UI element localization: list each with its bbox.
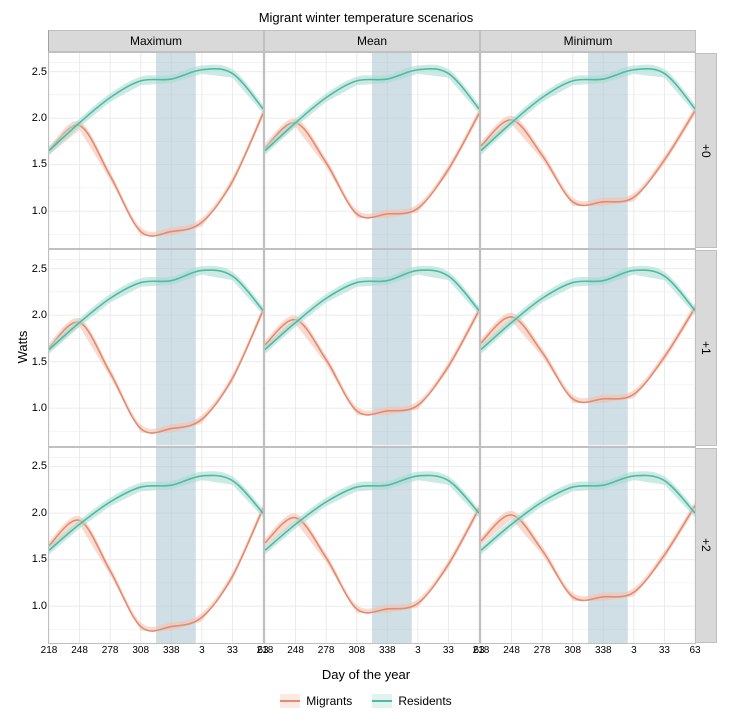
y-tick-labels: 1.0 1.5 2.0 2.5 [21,448,47,643]
panel-svg [49,53,263,248]
x-tick-label: 308 [564,645,581,656]
panel: 1.01.52.02.5 [48,249,264,446]
row-strip: +2 [695,448,717,643]
panel: +1 [480,249,696,446]
x-tick-label: 218 [41,645,58,656]
x-tick-label: 338 [163,645,180,656]
column-strip: Maximum [48,30,264,52]
x-tick-labels: 21824827830833833363 [481,645,695,661]
x-tick-label: 278 [318,645,335,656]
x-tick-label: 248 [287,645,304,656]
y-tick-label: 2.0 [32,112,47,124]
y-tick-label: 2.5 [32,460,47,472]
x-tick-label: 33 [443,645,454,656]
legend-item: Residents [372,694,451,708]
y-tick-label: 1.0 [32,402,47,414]
x-tick-label: 218 [473,645,490,656]
panel-svg [265,53,479,248]
panel: +0 [480,52,696,249]
y-tick-label: 1.5 [32,356,47,368]
x-tick-label: 248 [71,645,88,656]
y-tick-labels: 1.0 1.5 2.0 2.5 [21,53,47,248]
legend-label: Residents [398,694,451,708]
figure: Migrant winter temperature scenarios Wat… [8,8,724,714]
y-tick-label: 2.0 [32,309,47,321]
column-strip: Mean [264,30,480,52]
x-tick-label: 278 [102,645,119,656]
panel: +221824827830833833363 [480,447,696,644]
y-tick-label: 2.5 [32,263,47,275]
x-tick-label: 308 [132,645,149,656]
panel-svg [265,250,479,445]
x-tick-labels: 21824827830833833363 [265,645,479,661]
row-strip: +0 [695,53,717,248]
y-tick-label: 2.5 [32,66,47,78]
x-tick-label: 278 [534,645,551,656]
panel: 1.01.52.02.521824827830833833363 [48,447,264,644]
x-tick-label: 3 [631,645,637,656]
x-axis-title: Day of the year [8,667,724,682]
main-title: Migrant winter temperature scenarios [8,8,724,28]
x-tick-label: 338 [595,645,612,656]
x-tick-label: 218 [257,645,274,656]
x-tick-labels: 21824827830833833363 [49,645,263,661]
x-tick-label: 63 [689,645,700,656]
legend-swatch [372,694,392,708]
panel: 1.01.52.02.5 [48,52,264,249]
x-tick-label: 33 [227,645,238,656]
y-tick-label: 1.0 [32,205,47,217]
y-tick-label: 2.0 [32,507,47,519]
panel-svg [481,448,695,643]
y-tick-label: 1.5 [32,553,47,565]
y-tick-labels: 1.0 1.5 2.0 2.5 [21,250,47,445]
y-tick-label: 1.5 [32,158,47,170]
panel-svg [49,250,263,445]
panel-svg [49,448,263,643]
facet-grid: MaximumMeanMinimum 1.01.52.02.5 +0 1.01.52.… [48,30,696,644]
x-tick-label: 338 [379,645,396,656]
row-strip: +1 [695,250,717,445]
x-tick-label: 308 [348,645,365,656]
legend-swatch [280,694,300,708]
panel [264,52,480,249]
panel: 21824827830833833363 [264,447,480,644]
panel-svg [481,250,695,445]
legend-item: Migrants [280,694,352,708]
x-tick-label: 248 [503,645,520,656]
y-tick-label: 1.0 [32,600,47,612]
x-tick-label: 3 [199,645,205,656]
panel-svg [265,448,479,643]
column-strip: Minimum [480,30,696,52]
x-tick-label: 3 [415,645,421,656]
legend-label: Migrants [306,694,352,708]
panel-svg [481,53,695,248]
x-tick-label: 33 [659,645,670,656]
panel [264,249,480,446]
legend: Migrants Residents [8,688,724,714]
